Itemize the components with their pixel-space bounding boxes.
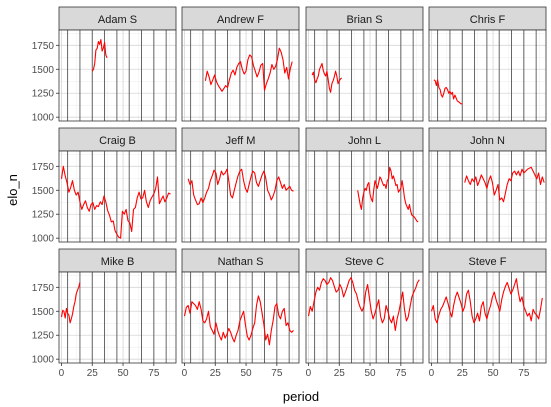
x-tick-label: 50 (364, 368, 376, 379)
x-tick-label: 0 (306, 368, 312, 379)
panel-background-andrew-f (182, 30, 299, 121)
axis-layer: 1000 1250 1500 1750 1000 1250 1500 1750 1000 1250… (32, 41, 530, 379)
panel-background-john-n (429, 151, 546, 242)
gridlines-nathan-s (182, 272, 299, 363)
y-tick-label: 1250 (32, 210, 55, 221)
facet-steve-c: Steve C (305, 248, 424, 364)
panel-border-john-l (305, 150, 424, 243)
panel-border-brian-s (305, 29, 424, 122)
y-tick-label: 1500 (32, 186, 55, 197)
x-tick-label: 75 (148, 368, 160, 379)
strip-label-andrew-f: Andrew F (217, 14, 264, 26)
series-line-brian-s (311, 62, 343, 93)
x-tick-label: 25 (210, 368, 222, 379)
series-line-steve-f (430, 278, 543, 324)
series-line-john-l (357, 166, 419, 223)
facet-adam-s: Adam S (58, 6, 177, 122)
x-tick-label: 75 (395, 368, 407, 379)
panel-background-chris-f (429, 30, 546, 121)
panel-background-adam-s (59, 30, 176, 121)
series-line-nathan-s (183, 295, 294, 346)
strip-label-craig-b: Craig B (99, 135, 136, 147)
series-line-andrew-f (204, 47, 293, 92)
panel-border-craig-b (58, 150, 177, 243)
x-tick-label: 75 (271, 368, 283, 379)
y-tick-label: 1750 (32, 162, 55, 173)
strip-label-nathan-s: Nathan S (218, 256, 264, 268)
panel-border-nathan-s (181, 271, 300, 364)
series-line-craig-b (60, 165, 171, 239)
strip-label-john-n: John N (470, 135, 505, 147)
strip-label-mike-b: Mike B (101, 256, 135, 268)
panel-border-mike-b (58, 271, 177, 364)
panel-background-john-l (306, 151, 423, 242)
x-tick-label: 25 (87, 368, 99, 379)
panel-border-chris-f (428, 29, 547, 122)
panel-background-brian-s (306, 30, 423, 121)
facet-jeff-m: Jeff M (181, 127, 300, 243)
strip-label-steve-c: Steve C (345, 256, 384, 268)
x-tick-label: 75 (518, 368, 530, 379)
facet-mike-b: Mike B (58, 248, 177, 364)
y-tick-label: 1250 (32, 331, 55, 342)
facet-john-n: John N (428, 127, 547, 243)
facet-andrew-f: Andrew F (181, 6, 300, 122)
series-line-adam-s (91, 39, 108, 72)
series-line-jeff-m (187, 168, 294, 206)
strip-label-adam-s: Adam S (98, 14, 137, 26)
x-tick-label: 50 (240, 368, 252, 379)
x-tick-label: 50 (117, 368, 129, 379)
y-tick-label: 1500 (32, 65, 55, 76)
strip-label-john-l: John L (348, 135, 381, 147)
panel-background-mike-b (59, 272, 176, 363)
strip-label-steve-f: Steve F (469, 256, 507, 268)
series-line-chris-f (433, 79, 463, 105)
facet-brian-s: Brian S (305, 6, 424, 122)
y-tick-label: 1750 (32, 283, 55, 294)
x-tick-label: 25 (334, 368, 346, 379)
panel-background-nathan-s (182, 272, 299, 363)
x-tick-label: 0 (182, 368, 188, 379)
x-tick-label: 0 (59, 368, 65, 379)
y-tick-label: 1750 (32, 41, 55, 52)
panel-background-jeff-m (182, 151, 299, 242)
strip-label-chris-f: Chris F (470, 14, 506, 26)
x-tick-label: 50 (487, 368, 499, 379)
panel-border-andrew-f (181, 29, 300, 122)
facet-nathan-s: Nathan S (181, 248, 300, 364)
y-tick-label: 1000 (32, 234, 55, 245)
y-tick-label: 1500 (32, 307, 55, 318)
x-tick-label: 0 (429, 368, 435, 379)
series-line-mike-b (60, 282, 81, 324)
strip-label-brian-s: Brian S (346, 14, 382, 26)
series-line-john-n (464, 166, 545, 203)
y-tick-label: 1250 (32, 89, 55, 100)
panel-border-steve-c (305, 271, 424, 364)
facets-layer: Adam S Andrew F Brian S Chris F Craig B Jeff … (58, 6, 547, 364)
strip-label-jeff-m: Jeff M (226, 135, 256, 147)
panel-border-steve-f (428, 271, 547, 364)
panel-border-jeff-m (181, 150, 300, 243)
x-tick-label: 25 (457, 368, 469, 379)
panel-border-adam-s (58, 29, 177, 122)
facet-craig-b: Craig B (58, 127, 177, 243)
x-axis-title: period (283, 389, 319, 404)
y-tick-label: 1000 (32, 113, 55, 124)
y-axis-title: elo_n (5, 174, 20, 206)
y-tick-label: 1000 (32, 355, 55, 366)
series-line-steve-c (307, 277, 420, 331)
facet-steve-f: Steve F (428, 248, 547, 364)
panel-border-john-n (428, 150, 547, 243)
facet-john-l: John L (305, 127, 424, 243)
facet-chris-f: Chris F (428, 6, 547, 122)
